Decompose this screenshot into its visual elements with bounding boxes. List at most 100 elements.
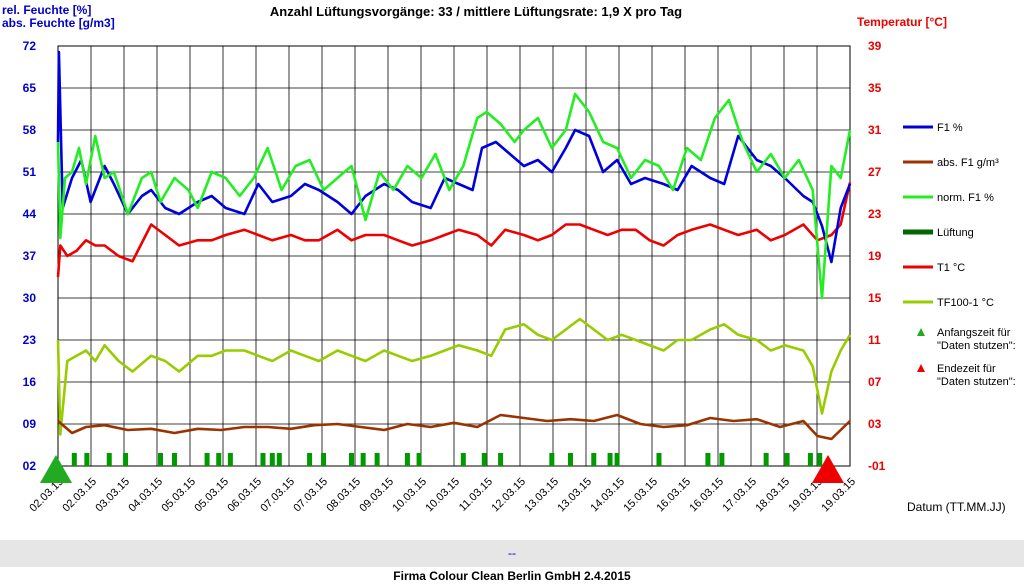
right-tick-label: 03 — [868, 417, 882, 431]
ventilation-event — [567, 453, 573, 466]
ventilation-event — [817, 453, 823, 466]
x-tick-label: 12.03.15 — [489, 476, 528, 515]
legend-label: norm. F1 % — [937, 192, 994, 204]
ventilation-event — [374, 453, 380, 466]
legend-label: Anfangszeit für — [937, 327, 1011, 339]
legend-marker — [917, 328, 925, 336]
ventilation-event — [705, 453, 711, 466]
x-tick-label: 09.03.15 — [357, 476, 396, 515]
right-tick-label: -01 — [868, 459, 886, 473]
x-tick-label: 07.03.15 — [291, 476, 330, 515]
x-tick-label: 03.03.15 — [93, 476, 132, 515]
x-tick-label: 13.03.15 — [522, 476, 561, 515]
series-line-abs-f1-g-m- — [57, 413, 851, 441]
left-tick-label: 16 — [23, 375, 37, 389]
x-axis-label: Datum (TT.MM.JJ) — [907, 500, 1006, 514]
ventilation-event — [157, 453, 163, 466]
legend-label: Lüftung — [937, 227, 974, 239]
legend-label: Endezeit für — [937, 363, 996, 375]
chart: 72 65 58 51 44 37 30 23 16 09 02 39 35 31 27 23 19 15 11 07… — [2, 3, 1016, 515]
left-tick-label: 51 — [23, 165, 37, 179]
right-tick-label: 19 — [868, 249, 882, 263]
ventilation-event — [807, 453, 813, 466]
ventilation-event — [269, 453, 275, 466]
ventilation-event — [260, 453, 266, 466]
right-tick-label: 35 — [868, 81, 882, 95]
x-tick-label: 05.03.15 — [159, 476, 198, 515]
ventilation-event — [719, 453, 725, 466]
x-tick-label: 16.03.15 — [687, 476, 726, 515]
left-tick-label: 09 — [23, 417, 37, 431]
left-axis-label-abs: abs. Feuchte [g/m3] — [2, 16, 115, 30]
ventilation-event — [171, 453, 177, 466]
left-tick-label: 37 — [23, 249, 37, 263]
ventilation-event — [416, 453, 422, 466]
left-tick-label: 72 — [23, 39, 37, 53]
ventilation-event — [498, 453, 504, 466]
ventilation-event — [84, 453, 90, 466]
ventilation-event — [460, 453, 466, 466]
x-tick-label: 17.03.15 — [720, 476, 759, 515]
legend-label: F1 % — [937, 122, 963, 134]
ventilation-event — [204, 453, 210, 466]
start-trim-marker — [40, 455, 72, 483]
right-tick-label: 39 — [868, 39, 882, 53]
ventilation-markers — [71, 453, 823, 466]
ventilation-event — [763, 453, 769, 466]
ventilation-event — [349, 453, 355, 466]
x-tick-label: 15.03.15 — [621, 476, 660, 515]
end-trim-marker — [812, 455, 844, 483]
left-tick-label: 02 — [23, 459, 37, 473]
x-tick-label: 11.03.15 — [457, 476, 495, 514]
legend-label: T1 °C — [937, 262, 965, 274]
legend-marker — [917, 364, 925, 372]
series-layer — [56, 50, 852, 441]
grid — [58, 46, 850, 466]
ventilation-event — [307, 453, 313, 466]
ventilation-event — [614, 453, 620, 466]
ventilation-event — [71, 453, 77, 466]
x-tick-label: 10.03.15 — [390, 476, 429, 515]
ventilation-event — [404, 453, 410, 466]
ventilation-event — [656, 453, 662, 466]
left-tick-label: 23 — [23, 333, 37, 347]
legend-label: TF100-1 °C — [937, 297, 994, 309]
legend-label-cont: "Daten stutzen": — [937, 340, 1016, 352]
series-line-f1- — [56, 50, 852, 264]
ventilation-event — [276, 453, 282, 466]
footer-link[interactable]: -- — [508, 546, 516, 560]
ventilation-event — [549, 453, 555, 466]
ventilation-event — [591, 453, 597, 466]
left-tick-label: 30 — [23, 291, 37, 305]
right-tick-label: 07 — [868, 375, 882, 389]
ventilation-event — [123, 453, 129, 466]
series-line-t1-c — [56, 182, 852, 278]
x-tick-label: 10.03.15 — [423, 476, 462, 515]
chart-title: Anzahl Lüftungsvorgänge: 33 / mittlere L… — [270, 4, 682, 19]
x-tick-label: 16.03.15 — [654, 476, 693, 515]
legend-label-cont: "Daten stutzen": — [937, 376, 1016, 388]
ventilation-event — [784, 453, 790, 466]
x-tick-label: 08.03.15 — [324, 476, 363, 515]
ventilation-event — [360, 453, 366, 466]
x-tick-label: 05.03.15 — [192, 476, 231, 515]
right-tick-label: 23 — [868, 207, 882, 221]
footer-credit: Firma Colour Clean Berlin GmbH 2.4.2015 — [393, 569, 631, 583]
right-tick-label: 15 — [868, 291, 882, 305]
left-axis-label-rel: rel. Feuchte [%] — [2, 3, 91, 17]
series-line-norm-f1- — [56, 92, 852, 300]
ventilation-event — [607, 453, 613, 466]
right-tick-label: 27 — [868, 165, 882, 179]
x-tick-label: 06.03.15 — [225, 476, 264, 515]
left-tick-label: 65 — [23, 81, 37, 95]
right-axis-label: Temperatur [°C] — [857, 15, 947, 29]
series-line-tf100-1-c — [56, 317, 852, 436]
footer-bar — [0, 540, 1024, 567]
right-tick-label: 11 — [868, 333, 881, 347]
left-tick-label: 58 — [23, 123, 37, 137]
legend-label: abs. F1 g/m³ — [937, 157, 999, 169]
ventilation-event — [227, 453, 233, 466]
x-tick-label: 13.03.15 — [555, 476, 594, 515]
x-tick-label: 04.03.15 — [126, 476, 165, 515]
ventilation-event — [321, 453, 327, 466]
